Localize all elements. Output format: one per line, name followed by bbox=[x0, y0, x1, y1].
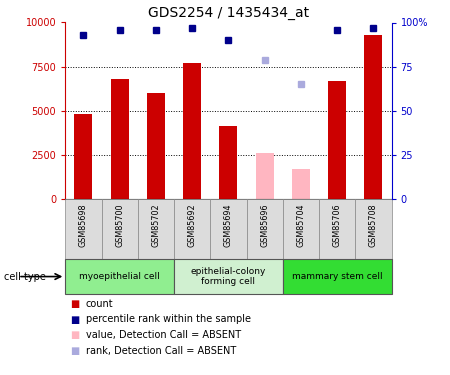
Title: GDS2254 / 1435434_at: GDS2254 / 1435434_at bbox=[148, 6, 309, 20]
Text: myoepithelial cell: myoepithelial cell bbox=[79, 272, 160, 281]
Bar bbox=[174, 259, 283, 294]
Bar bbox=[364, 35, 382, 199]
Bar bbox=[74, 114, 92, 199]
Text: GSM85704: GSM85704 bbox=[297, 204, 306, 247]
Bar bbox=[283, 199, 319, 259]
Text: GSM85698: GSM85698 bbox=[79, 204, 88, 247]
Text: ■: ■ bbox=[70, 315, 79, 324]
Text: GSM85700: GSM85700 bbox=[115, 204, 124, 247]
Text: rank, Detection Call = ABSENT: rank, Detection Call = ABSENT bbox=[86, 346, 236, 356]
Bar bbox=[219, 126, 238, 199]
Text: GSM85702: GSM85702 bbox=[151, 204, 160, 247]
Text: percentile rank within the sample: percentile rank within the sample bbox=[86, 315, 251, 324]
Text: count: count bbox=[86, 299, 113, 309]
Text: ■: ■ bbox=[70, 330, 79, 340]
Bar bbox=[65, 259, 174, 294]
Bar bbox=[147, 93, 165, 199]
Text: cell type: cell type bbox=[4, 272, 46, 282]
Text: value, Detection Call = ABSENT: value, Detection Call = ABSENT bbox=[86, 330, 241, 340]
Bar bbox=[65, 199, 102, 259]
Bar bbox=[102, 199, 138, 259]
Bar bbox=[355, 199, 392, 259]
Text: GSM85706: GSM85706 bbox=[333, 204, 342, 247]
Bar bbox=[174, 199, 210, 259]
Text: epithelial-colony
forming cell: epithelial-colony forming cell bbox=[191, 267, 266, 286]
Bar bbox=[319, 199, 355, 259]
Bar bbox=[283, 259, 392, 294]
Bar bbox=[111, 79, 129, 199]
Text: GSM85694: GSM85694 bbox=[224, 204, 233, 247]
Text: ■: ■ bbox=[70, 346, 79, 356]
Bar bbox=[328, 81, 346, 199]
Text: mammary stem cell: mammary stem cell bbox=[292, 272, 382, 281]
Text: GSM85696: GSM85696 bbox=[260, 204, 269, 247]
Bar bbox=[210, 199, 247, 259]
Text: ■: ■ bbox=[70, 299, 79, 309]
Bar bbox=[247, 199, 283, 259]
Bar bbox=[138, 199, 174, 259]
Bar bbox=[292, 169, 310, 199]
Bar bbox=[256, 153, 274, 199]
Bar bbox=[183, 63, 201, 199]
Text: GSM85708: GSM85708 bbox=[369, 204, 378, 247]
Text: GSM85692: GSM85692 bbox=[188, 204, 197, 247]
